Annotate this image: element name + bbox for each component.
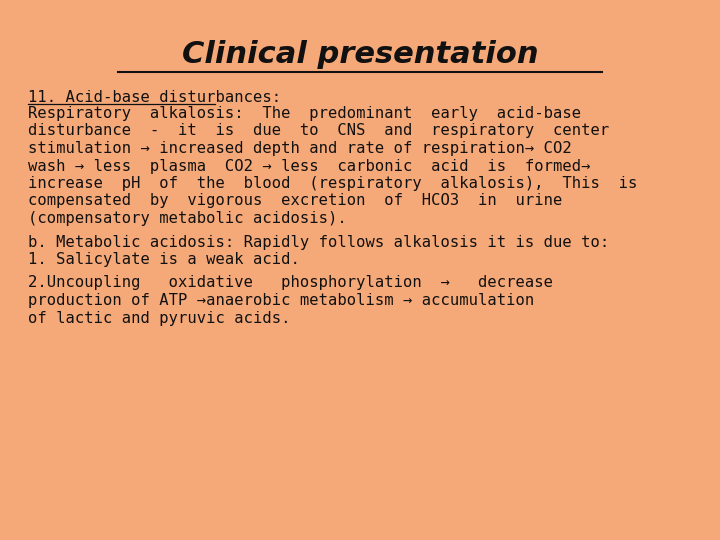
Text: disturbance  -  it  is  due  to  CNS  and  respiratory  center: disturbance - it is due to CNS and respi… [28,124,609,138]
Text: Clinical presentation: Clinical presentation [181,40,539,69]
Text: (compensatory metabolic acidosis).: (compensatory metabolic acidosis). [28,211,347,226]
Text: Respiratory  alkalosis:  The  predominant  early  acid-base: Respiratory alkalosis: The predominant e… [28,106,581,121]
Text: of lactic and pyruvic acids.: of lactic and pyruvic acids. [28,310,290,326]
Text: compensated  by  vigorous  excretion  of  HCO3  in  urine: compensated by vigorous excretion of HCO… [28,193,562,208]
Text: b. Metabolic acidosis: Rapidly follows alkalosis it is due to:: b. Metabolic acidosis: Rapidly follows a… [28,234,609,249]
Text: 1. Salicylate is a weak acid.: 1. Salicylate is a weak acid. [28,252,300,267]
Text: 11. Acid-base disturbances:: 11. Acid-base disturbances: [28,90,281,105]
Text: stimulation → increased depth and rate of respiration→ CO2: stimulation → increased depth and rate o… [28,141,572,156]
Text: production of ATP →anaerobic metabolism → accumulation: production of ATP →anaerobic metabolism … [28,293,534,308]
Text: 2.Uncoupling   oxidative   phosphorylation  →   decrease: 2.Uncoupling oxidative phosphorylation →… [28,275,553,291]
Text: wash → less  plasma  CO2 → less  carbonic  acid  is  formed→: wash → less plasma CO2 → less carbonic a… [28,159,590,173]
Text: increase  pH  of  the  blood  (respiratory  alkalosis),  This  is: increase pH of the blood (respiratory al… [28,176,637,191]
